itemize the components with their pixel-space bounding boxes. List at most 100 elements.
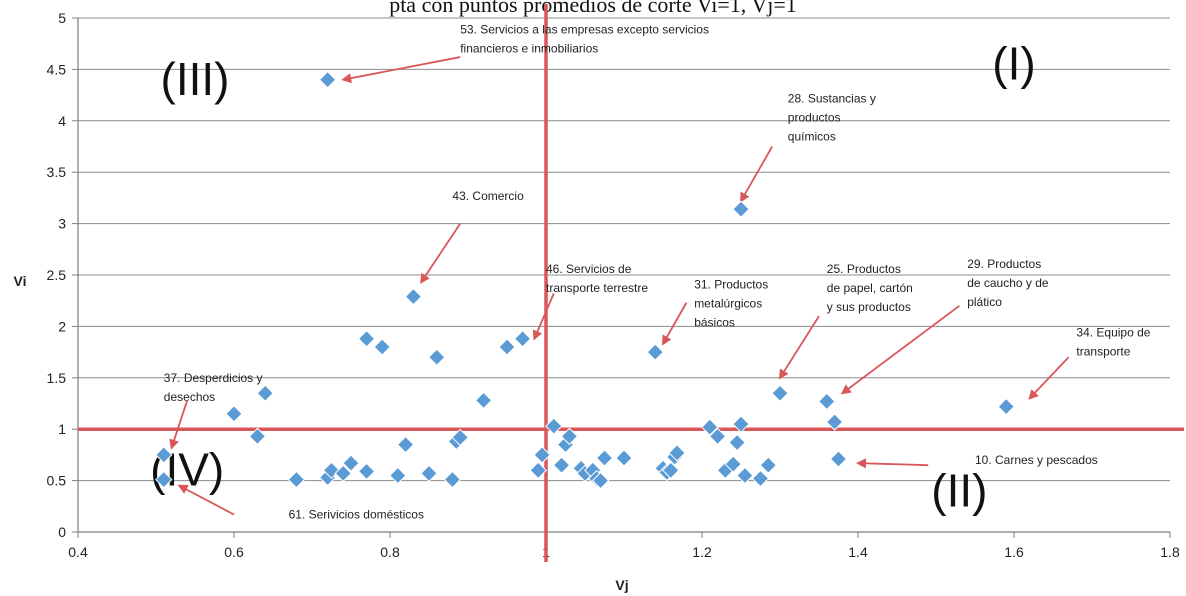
- data-point: [155, 446, 173, 464]
- data-point: [498, 338, 516, 356]
- data-point: [420, 464, 438, 483]
- y-tick-label: 5: [58, 10, 66, 26]
- annotation-line: productos: [788, 110, 841, 124]
- data-point: [545, 417, 563, 435]
- annotation-line: 25. Productos: [827, 262, 901, 276]
- x-tick-label: 0.8: [380, 544, 400, 560]
- data-point: [668, 444, 686, 462]
- annotation-label: 46. Servicios de transporte terrestre: [546, 262, 648, 295]
- annotation-line: de caucho y de: [967, 276, 1049, 290]
- annotation-line: químicos: [788, 129, 836, 143]
- y-tick-label: 0: [58, 524, 66, 540]
- quadrant-label: (I): [992, 38, 1035, 90]
- y-tick-labels: 0 0.5 1 1.5 2 2.5 3 3.5 4 4.5 5: [47, 10, 67, 540]
- annotation-arrow: [1028, 356, 1070, 400]
- data-point: [615, 449, 633, 467]
- annotation-line: transporte: [1076, 345, 1130, 359]
- annotation-arrow: [840, 305, 960, 395]
- annotation-label: 25. Productos de papel, cartón y sus produ…: [827, 262, 913, 314]
- annotation-arrow: [740, 146, 773, 203]
- annotations: 53. Servicios a las empresas excepto ser…: [164, 22, 1151, 521]
- data-point: [829, 450, 848, 468]
- data-points: [155, 70, 1015, 490]
- data-point: [357, 330, 376, 348]
- data-point: [451, 428, 469, 447]
- data-point: [825, 413, 844, 431]
- annotation-line: 46. Servicios de: [546, 262, 632, 276]
- data-point: [751, 469, 770, 488]
- annotation-label: 53. Servicios a las empresas excepto ser…: [460, 22, 709, 55]
- annotation-line: 43. Comercio: [452, 189, 524, 203]
- annotation-line: de papel, cartón: [827, 281, 913, 295]
- data-point: [318, 70, 337, 89]
- annotation-arrow: [420, 223, 461, 284]
- data-point: [708, 427, 727, 446]
- data-point: [373, 338, 391, 356]
- data-point: [256, 384, 274, 402]
- annotation-line: 61. Serivicios domésticos: [289, 508, 424, 522]
- data-point: [389, 466, 407, 485]
- annotation-line: metalúrgicos: [694, 296, 762, 310]
- y-tick-label: 1.5: [47, 370, 67, 386]
- data-point: [225, 405, 243, 423]
- data-point: [287, 470, 306, 489]
- annotation-line: y sus productos: [827, 300, 911, 314]
- data-point: [818, 392, 836, 411]
- y-tick-label: 0.5: [47, 473, 67, 489]
- annotation-label: 43. Comercio: [452, 189, 524, 203]
- data-point: [728, 433, 746, 452]
- x-tick-label: 1.8: [1160, 544, 1180, 560]
- data-point: [428, 348, 446, 366]
- quadrant-labels: (I)(II)(III)(IV): [150, 38, 1036, 517]
- annotation-line: 28. Sustancias y: [788, 91, 876, 105]
- x-tick-label: 0.4: [68, 544, 88, 560]
- annotation-label: 61. Serivicios domésticos: [289, 508, 424, 522]
- data-point: [591, 471, 610, 490]
- data-point: [248, 427, 267, 446]
- data-point: [552, 456, 571, 474]
- data-point: [771, 384, 789, 402]
- x-tick-label: 1.4: [848, 544, 868, 560]
- annotation-label: 29. Productos de caucho y de plático: [967, 257, 1049, 309]
- annotation-line: 34. Equipo de: [1076, 326, 1150, 340]
- y-tick-label: 3.5: [47, 164, 67, 180]
- annotation-arrow: [856, 458, 929, 469]
- data-point: [357, 462, 376, 481]
- annotation-line: transporte terrestre: [546, 281, 648, 295]
- cutoff-lines: [78, 4, 1184, 562]
- annotation-label: 34. Equipo de transporte: [1076, 326, 1150, 359]
- annotation-arrow: [662, 302, 688, 346]
- annotation-arrow: [341, 56, 461, 84]
- y-tick-label: 4: [58, 113, 66, 129]
- y-axis-title: Vi: [14, 273, 27, 289]
- data-point: [759, 456, 778, 474]
- annotation-arrow: [177, 484, 235, 516]
- y-tick-label: 4.5: [47, 61, 67, 77]
- data-point: [474, 391, 493, 410]
- annotation-label: 10. Carnes y pescados: [975, 453, 1098, 467]
- data-point: [701, 418, 719, 436]
- data-point: [342, 454, 360, 472]
- y-tick-label: 2.5: [47, 267, 67, 283]
- annotation-line: financieros e inmobiliarios: [460, 41, 598, 55]
- data-point: [513, 330, 532, 348]
- y-tick-label: 1: [58, 421, 66, 437]
- y-tick-label: 3: [58, 216, 66, 232]
- annotation-arrow: [169, 400, 189, 450]
- data-point: [396, 435, 415, 454]
- annotation-line: 31. Productos: [694, 277, 768, 291]
- top-caption: pta con puntos promedios de corte Vi=1, …: [389, 0, 797, 17]
- data-point: [533, 446, 551, 464]
- annotation-line: 37. Desperdicios y: [164, 371, 263, 385]
- axes: [72, 17, 1171, 538]
- data-point: [334, 464, 352, 483]
- data-point: [732, 200, 750, 218]
- annotation-label: 31. Productos metalúrgicos básicos: [694, 277, 768, 329]
- annotation-line: básicos: [694, 315, 735, 329]
- annotation-line: 29. Productos: [967, 257, 1041, 271]
- annotation-line: 53. Servicios a las empresas excepto ser…: [460, 22, 709, 36]
- data-point: [662, 461, 680, 480]
- x-tick-labels: 0.40.60.811.21.41.61.8: [68, 544, 1180, 560]
- data-point: [595, 449, 614, 467]
